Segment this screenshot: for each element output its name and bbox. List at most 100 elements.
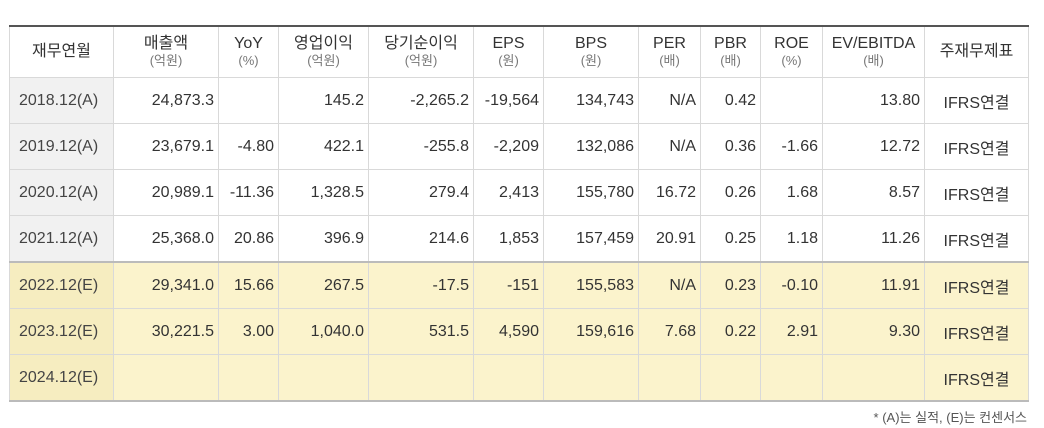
cell-operating-profit: 1,328.5: [278, 169, 369, 216]
cell-period: 2021.12(A): [9, 215, 114, 263]
cell-yoy: [218, 77, 279, 124]
cell-bps: 155,583: [543, 261, 639, 309]
cell-yoy: -11.36: [218, 169, 279, 216]
table-row: 2021.12(A) 25,368.0 20.86 396.9 214.6 1,853 15…: [9, 215, 1029, 263]
cell-yoy: -4.80: [218, 123, 279, 170]
cell-net-income: 214.6: [368, 215, 474, 263]
cell-ev-ebitda: 8.57: [822, 169, 925, 216]
table-row: 2019.12(A) 23,679.1 -4.80 422.1 -255.8 -2,209…: [9, 123, 1029, 170]
financial-summary-table-container: 재무연월 매출액 (억원) YoY (%) 영업이익 (억원) 당기순이익 (억원) E…: [9, 25, 1029, 402]
cell-roe: 1.18: [760, 215, 823, 263]
cell-ev-ebitda: 9.30: [822, 308, 925, 355]
cell-roe: 1.68: [760, 169, 823, 216]
cell-eps: -19,564: [473, 77, 544, 124]
cell-eps: 1,853: [473, 215, 544, 263]
cell-net-income: -255.8: [368, 123, 474, 170]
table-row: 2023.12(E) 30,221.5 3.00 1,040.0 531.5 4,590 1…: [9, 308, 1029, 355]
col-header-net-income: 당기순이익 (억원): [368, 25, 474, 78]
cell-per: 16.72: [638, 169, 701, 216]
cell-statement-type: IFRS연결: [924, 123, 1029, 170]
cell-roe: -1.66: [760, 123, 823, 170]
cell-ev-ebitda: 11.26: [822, 215, 925, 263]
cell-per: 20.91: [638, 215, 701, 263]
cell-period: 2018.12(A): [9, 77, 114, 124]
cell-ev-ebitda: 13.80: [822, 77, 925, 124]
cell-operating-profit: 267.5: [278, 261, 369, 309]
col-header-operating-profit: 영업이익 (억원): [278, 25, 369, 78]
cell-eps: -2,209: [473, 123, 544, 170]
cell-yoy: 15.66: [218, 261, 279, 309]
cell-statement-type: IFRS연결: [924, 77, 1029, 124]
cell-per: N/A: [638, 261, 701, 309]
cell-statement-type: IFRS연결: [924, 308, 1029, 355]
cell-statement-type: IFRS연결: [924, 354, 1029, 402]
col-header-period: 재무연월: [9, 25, 114, 78]
table-row: 2022.12(E) 29,341.0 15.66 267.5 -17.5 -151 155…: [9, 261, 1029, 309]
cell-statement-type: IFRS연결: [924, 215, 1029, 263]
header-row: 재무연월 매출액 (억원) YoY (%) 영업이익 (억원) 당기순이익 (억원) E…: [9, 25, 1029, 78]
cell-roe: 2.91: [760, 308, 823, 355]
cell-net-income: -2,265.2: [368, 77, 474, 124]
cell-operating-profit: [278, 354, 369, 402]
cell-per: N/A: [638, 123, 701, 170]
table-body: 2018.12(A) 24,873.3 145.2 -2,265.2 -19,564 13…: [9, 77, 1029, 402]
cell-pbr: 0.42: [700, 77, 761, 124]
col-header-bps: BPS (원): [543, 25, 639, 78]
table-row: 2020.12(A) 20,989.1 -11.36 1,328.5 279.4 2,41…: [9, 169, 1029, 216]
cell-ev-ebitda: [822, 354, 925, 402]
cell-revenue: [113, 354, 219, 402]
cell-pbr: [700, 354, 761, 402]
cell-statement-type: IFRS연결: [924, 261, 1029, 309]
cell-eps: [473, 354, 544, 402]
col-header-roe: ROE (%): [760, 25, 823, 78]
footnote: * (A)는 실적, (E)는 컨센서스: [873, 410, 1027, 425]
cell-bps: 157,459: [543, 215, 639, 263]
cell-revenue: 20,989.1: [113, 169, 219, 216]
cell-roe: [760, 354, 823, 402]
cell-yoy: [218, 354, 279, 402]
col-header-per: PER (배): [638, 25, 701, 78]
cell-eps: 4,590: [473, 308, 544, 355]
cell-ev-ebitda: 11.91: [822, 261, 925, 309]
cell-operating-profit: 396.9: [278, 215, 369, 263]
cell-pbr: 0.26: [700, 169, 761, 216]
cell-revenue: 30,221.5: [113, 308, 219, 355]
cell-net-income: -17.5: [368, 261, 474, 309]
col-header-revenue: 매출액 (억원): [113, 25, 219, 78]
cell-bps: 159,616: [543, 308, 639, 355]
cell-period: 2019.12(A): [9, 123, 114, 170]
cell-eps: 2,413: [473, 169, 544, 216]
cell-net-income: [368, 354, 474, 402]
table-row: 2024.12(E) IFRS연결: [9, 354, 1029, 402]
col-header-ev-ebitda: EV/EBITDA (배): [822, 25, 925, 78]
cell-revenue: 25,368.0: [113, 215, 219, 263]
cell-pbr: 0.25: [700, 215, 761, 263]
table-row: 2018.12(A) 24,873.3 145.2 -2,265.2 -19,564 13…: [9, 77, 1029, 124]
cell-bps: 134,743: [543, 77, 639, 124]
cell-period: 2022.12(E): [9, 261, 114, 309]
cell-statement-type: IFRS연결: [924, 169, 1029, 216]
cell-revenue: 24,873.3: [113, 77, 219, 124]
cell-pbr: 0.23: [700, 261, 761, 309]
cell-operating-profit: 422.1: [278, 123, 369, 170]
col-header-eps: EPS (원): [473, 25, 544, 78]
cell-per: [638, 354, 701, 402]
cell-per: 7.68: [638, 308, 701, 355]
cell-net-income: 279.4: [368, 169, 474, 216]
cell-revenue: 23,679.1: [113, 123, 219, 170]
cell-operating-profit: 145.2: [278, 77, 369, 124]
col-header-statement-type: 주재무제표: [924, 25, 1029, 78]
financial-summary-table: 재무연월 매출액 (억원) YoY (%) 영업이익 (억원) 당기순이익 (억원) E…: [9, 25, 1029, 402]
cell-operating-profit: 1,040.0: [278, 308, 369, 355]
cell-bps: 132,086: [543, 123, 639, 170]
cell-roe: [760, 77, 823, 124]
cell-bps: [543, 354, 639, 402]
cell-roe: -0.10: [760, 261, 823, 309]
cell-ev-ebitda: 12.72: [822, 123, 925, 170]
cell-net-income: 531.5: [368, 308, 474, 355]
cell-period: 2020.12(A): [9, 169, 114, 216]
cell-period: 2023.12(E): [9, 308, 114, 355]
cell-bps: 155,780: [543, 169, 639, 216]
cell-per: N/A: [638, 77, 701, 124]
cell-pbr: 0.36: [700, 123, 761, 170]
